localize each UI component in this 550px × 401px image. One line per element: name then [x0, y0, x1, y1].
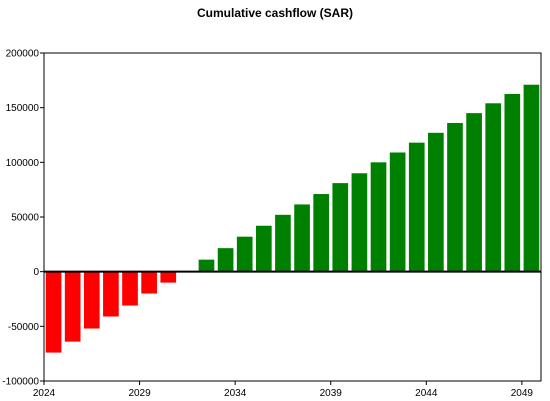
y-tick-label--50000: -50000: [8, 322, 40, 333]
bar-2033: [217, 248, 234, 272]
bar-2030: [160, 271, 177, 283]
bars-group: [45, 84, 540, 353]
bar-2044: [428, 132, 444, 272]
bar-2045: [447, 122, 463, 272]
x-axis: 2024 2029 2034 2039 2044 2049: [33, 381, 534, 399]
x-tick-label-2044: 2044: [415, 388, 438, 399]
y-tick-label--100000: -100000: [2, 377, 39, 388]
y-tick-label-150000: 150000: [6, 103, 40, 114]
bar-2024: [45, 271, 62, 353]
bar-2039: [332, 183, 349, 272]
x-tick-label-2024: 2024: [33, 388, 56, 399]
x-tick-label-2049: 2049: [511, 388, 534, 399]
bar-2048: [504, 94, 521, 272]
y-tick-label-50000: 50000: [11, 213, 39, 224]
bar-2040: [351, 173, 368, 272]
bar-2041: [370, 162, 387, 272]
y-axis: -100000 -50000 0 50000 100000 150000 200000: [2, 49, 44, 388]
bar-2028: [122, 271, 138, 306]
x-tick-label-2029: 2029: [128, 388, 151, 399]
bar-2049: [523, 84, 540, 272]
y-tick-label-200000: 200000: [6, 49, 40, 60]
bar-2042: [389, 152, 406, 272]
bar-2035: [255, 225, 272, 272]
bar-2043: [408, 142, 425, 272]
y-tick-label-100000: 100000: [6, 158, 40, 169]
chart-title: Cumulative cashflow (SAR): [197, 6, 353, 20]
bar-2029: [141, 271, 157, 294]
x-tick-label-2034: 2034: [224, 388, 247, 399]
bar-2032: [198, 259, 215, 272]
bar-2047: [485, 103, 502, 272]
bar-2038: [313, 194, 330, 272]
y-tick-label-0: 0: [33, 267, 39, 278]
bar-2046: [466, 113, 482, 272]
bar-2025: [64, 271, 81, 342]
bar-2034: [236, 236, 253, 272]
bar-2027: [103, 271, 119, 317]
bar-2026: [83, 271, 100, 329]
x-tick-label-2039: 2039: [320, 388, 343, 399]
bar-2036: [275, 214, 291, 272]
bar-2037: [294, 204, 310, 272]
